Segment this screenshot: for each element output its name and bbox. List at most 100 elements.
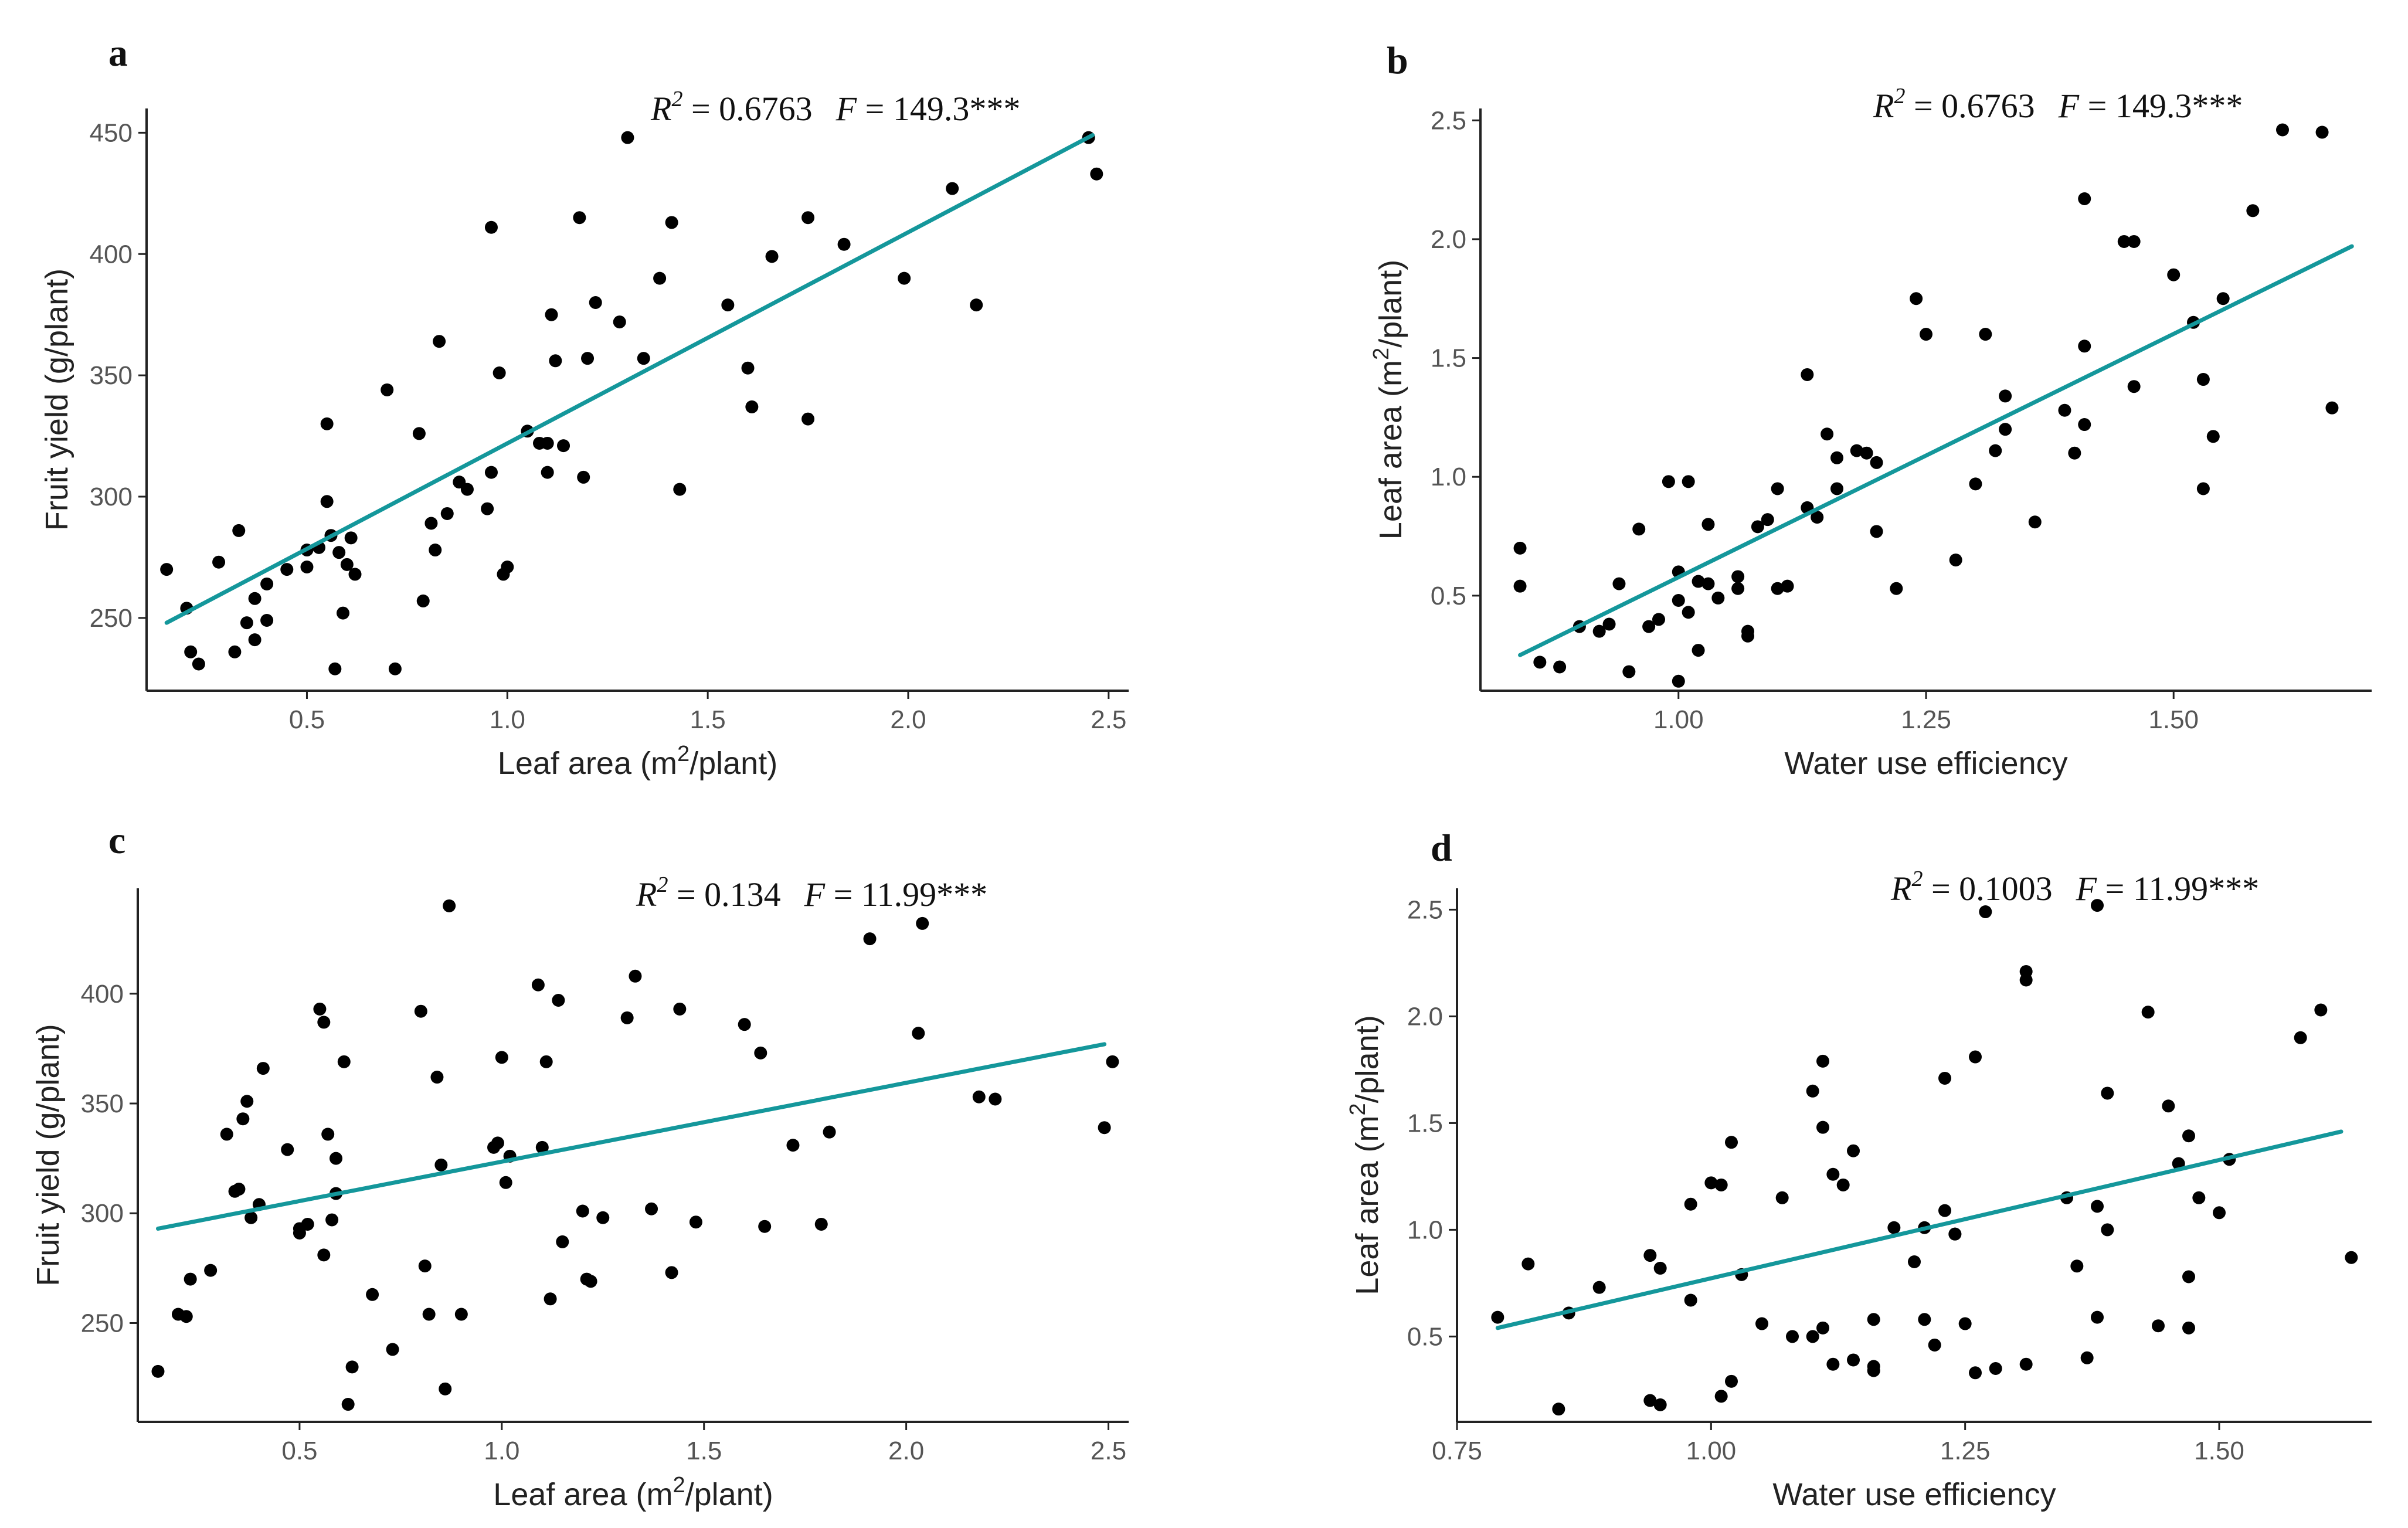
data-point [313, 1002, 327, 1016]
data-point [1928, 1338, 1941, 1352]
panel-a: aR2 = 0.6763 F = 149.3***0.5 1.0 1.5 2.0 2.52… [39, 32, 1129, 781]
data-point [765, 250, 779, 263]
data-point [2162, 1099, 2175, 1113]
data-point [1771, 582, 1784, 595]
data-point [2080, 1351, 2094, 1364]
data-point [2019, 973, 2033, 987]
data-point [493, 366, 506, 379]
data-point [2078, 418, 2091, 432]
data-point [317, 1016, 331, 1029]
panel-letter: c [108, 819, 125, 862]
data-point [1999, 389, 2012, 403]
data-point [1761, 513, 1774, 527]
data-point [989, 1092, 1002, 1106]
data-point [1725, 1136, 1738, 1149]
data-point [2314, 1003, 2328, 1017]
data-point [344, 531, 358, 545]
data-point [1938, 1071, 1951, 1085]
data-point [248, 592, 261, 605]
data-point [970, 298, 983, 312]
data-point [320, 495, 334, 508]
data-point [1612, 577, 1626, 590]
data-point [577, 470, 590, 484]
data-point [584, 1275, 597, 1288]
x-tick-label: 1.50 [2148, 705, 2199, 734]
data-point [260, 614, 274, 627]
data-point [330, 1152, 342, 1165]
data-point [491, 1136, 504, 1150]
data-point [1714, 1390, 1728, 1403]
data-point [2213, 1206, 2226, 1220]
panel-letter: b [1387, 39, 1408, 82]
f-symbol: F [836, 90, 857, 128]
data-point [1830, 482, 1843, 495]
data-point [1771, 482, 1784, 495]
data-point [2127, 235, 2141, 248]
data-point [386, 1343, 399, 1356]
data-point [2167, 268, 2181, 281]
data-point [184, 645, 198, 658]
y-axis-title: Fruit yield (g/plant) [39, 269, 74, 531]
data-point [535, 1140, 549, 1154]
data-point [1918, 1313, 1931, 1326]
data-point [823, 1125, 836, 1139]
r2-equals: = [668, 875, 704, 914]
data-point [240, 616, 253, 630]
y-tick-label: 300 [90, 483, 133, 511]
f-value: 11.99*** [861, 875, 987, 914]
data-point [738, 1018, 751, 1031]
y-axis-title-sup: 2 [1346, 1103, 1370, 1115]
data-point [1850, 444, 1863, 457]
data-point [863, 932, 877, 946]
f-value: 11.99*** [2133, 870, 2259, 908]
data-point [814, 1217, 828, 1231]
data-point [741, 361, 755, 375]
data-point [801, 211, 815, 225]
regression-line [155, 1042, 1107, 1231]
data-point [1751, 520, 1764, 534]
data-point [341, 1398, 355, 1411]
data-point [745, 400, 759, 413]
y-tick-label: 400 [90, 240, 133, 269]
data-point [1847, 1144, 1860, 1157]
data-point [557, 439, 570, 453]
x-tick-label: 1.0 [484, 1437, 519, 1465]
data-point [2196, 482, 2210, 495]
data-point [460, 483, 474, 496]
x-tick-label: 0.5 [281, 1437, 317, 1465]
y-tick-label: 2.0 [1407, 1002, 1443, 1031]
data-point [539, 1055, 553, 1068]
data-point [232, 1183, 246, 1196]
stat-annotation: R2 = 0.134 F = 11.99*** [636, 872, 987, 914]
x-axis-title-sup: 2 [677, 742, 690, 766]
x-tick-label: 0.5 [289, 705, 325, 734]
r2-value: 0.6763 [1941, 87, 2035, 125]
r2-equals: = [682, 90, 719, 128]
data-point [1860, 446, 1873, 460]
f-equals: = [2097, 870, 2133, 908]
data-point [1672, 674, 1685, 688]
y-tick-label: 1.0 [1431, 463, 1466, 491]
data-point [440, 507, 454, 520]
data-point [1741, 624, 1754, 638]
r2-symbol: R [1873, 87, 1894, 125]
data-point [1801, 368, 1814, 381]
data-point [1755, 1317, 1768, 1330]
data-point [2315, 125, 2329, 139]
data-point [1684, 1293, 1697, 1307]
data-point [2127, 380, 2141, 393]
data-point [1552, 1403, 1565, 1416]
stat-annotation: R2 = 0.6763 F = 149.3*** [650, 87, 1020, 128]
data-point [1682, 606, 1695, 619]
r2-exponent: 2 [1911, 867, 1923, 891]
data-point [1632, 522, 1646, 536]
x-axis-title-part: Leaf area (m [493, 1477, 673, 1512]
data-point [301, 1217, 314, 1231]
data-point [1870, 525, 1883, 538]
y-tick-label: 350 [81, 1089, 124, 1118]
data-point [1106, 1055, 1119, 1068]
data-point [1533, 656, 1547, 669]
data-point [220, 1128, 233, 1141]
data-point [388, 662, 402, 675]
data-point [1602, 617, 1616, 631]
